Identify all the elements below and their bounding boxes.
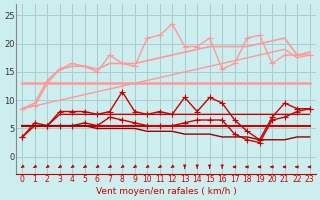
X-axis label: Vent moyen/en rafales ( km/h ): Vent moyen/en rafales ( km/h ) (96, 187, 236, 196)
